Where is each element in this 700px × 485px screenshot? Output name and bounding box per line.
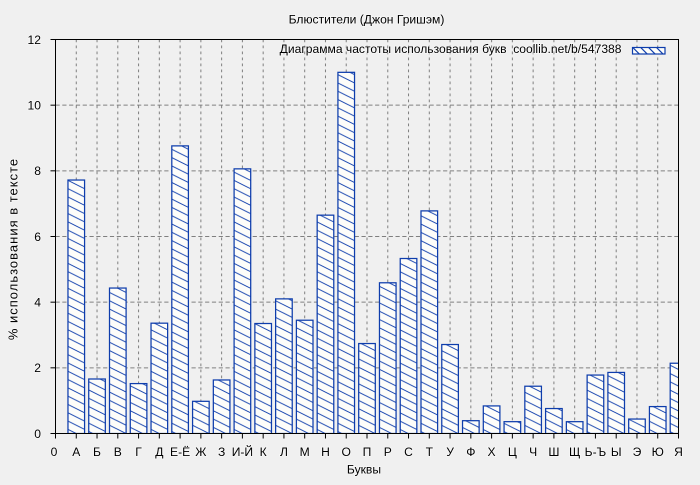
svg-text:Ь-Ъ: Ь-Ъ	[585, 445, 607, 459]
svg-text:У: У	[446, 445, 454, 459]
svg-text:Щ: Щ	[569, 445, 580, 459]
svg-text:Ф: Ф	[466, 445, 475, 459]
svg-text:Т: Т	[426, 445, 434, 459]
svg-text:Ц: Ц	[508, 445, 517, 459]
svg-text:Я: Я	[674, 445, 683, 459]
svg-text:Д: Д	[155, 445, 163, 459]
svg-text:З: З	[218, 445, 225, 459]
svg-text:Ш: Ш	[548, 445, 559, 459]
svg-text:Г: Г	[135, 445, 142, 459]
svg-text:Блюстители (Джон Гришэм): Блюстители (Джон Гришэм)	[289, 13, 445, 27]
svg-text:Н: Н	[321, 445, 330, 459]
svg-text:Буквы: Буквы	[347, 463, 381, 477]
svg-text:% использования в тексте: % использования в тексте	[6, 158, 21, 340]
svg-text:Л: Л	[280, 445, 288, 459]
svg-text:А: А	[72, 445, 81, 459]
svg-text:П: П	[363, 445, 372, 459]
svg-text:8: 8	[34, 164, 41, 178]
svg-text:С: С	[404, 445, 413, 459]
svg-text:Е-Ё: Е-Ё	[170, 445, 190, 459]
svg-text:Ч: Ч	[529, 445, 537, 459]
svg-text:Ы: Ы	[611, 445, 622, 459]
svg-text:6: 6	[34, 230, 41, 244]
svg-text:0: 0	[34, 427, 41, 441]
svg-text:Р: Р	[384, 445, 392, 459]
svg-text:Б: Б	[93, 445, 101, 459]
svg-text:0: 0	[51, 445, 58, 459]
svg-text:О: О	[342, 445, 351, 459]
svg-text:4: 4	[34, 296, 41, 310]
svg-text:Ю: Ю	[652, 445, 664, 459]
svg-text:Э: Э	[633, 445, 642, 459]
svg-text:10: 10	[28, 99, 42, 113]
svg-text:Х: Х	[488, 445, 496, 459]
svg-text:2: 2	[34, 361, 41, 375]
svg-text:Ж: Ж	[195, 445, 206, 459]
svg-text:Диаграмма частоты использовани: Диаграмма частоты использования букв coo…	[280, 42, 622, 56]
svg-text:В: В	[114, 445, 122, 459]
svg-text:К: К	[260, 445, 267, 459]
svg-text:12: 12	[28, 33, 42, 47]
svg-text:И-Й: И-Й	[232, 444, 253, 459]
svg-text:М: М	[300, 445, 310, 459]
